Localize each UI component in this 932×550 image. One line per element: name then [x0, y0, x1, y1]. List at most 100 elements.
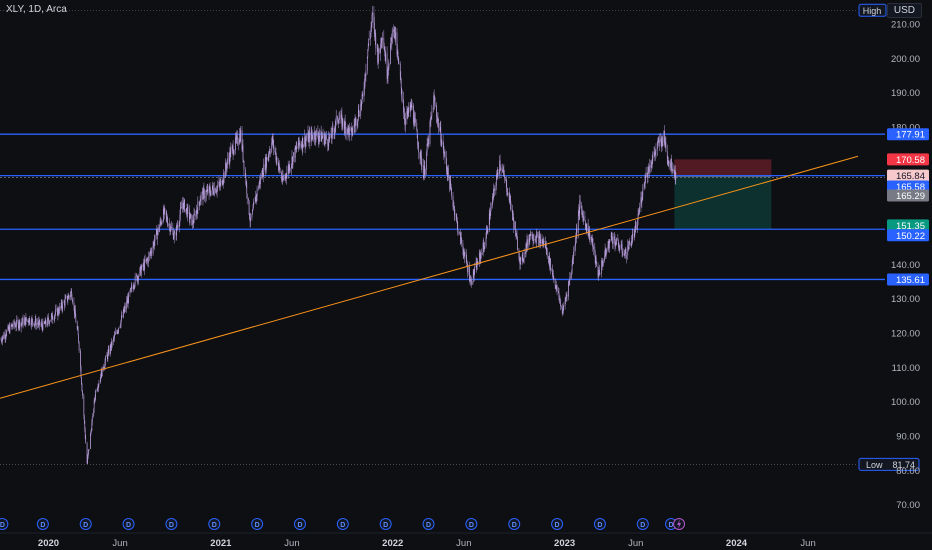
candle-body [515, 222, 516, 237]
candle-body [288, 166, 290, 171]
candle-body [199, 202, 201, 206]
dividend-marker[interactable] [551, 518, 564, 530]
candle-body [176, 225, 178, 228]
candle-body [73, 302, 75, 307]
dividend-marker[interactable] [208, 518, 221, 530]
candle-body [21, 322, 23, 324]
candle-body [216, 186, 218, 192]
dividend-marker[interactable] [593, 518, 606, 530]
candle-body [406, 110, 408, 119]
candle-body [338, 121, 339, 124]
candle-body [464, 251, 466, 255]
dividend-marker[interactable] [251, 518, 264, 530]
candle-body [119, 325, 121, 328]
candle-body [274, 148, 276, 153]
currency-button[interactable]: USD [886, 3, 922, 18]
candle-body [47, 317, 49, 319]
dividend-marker-label: D [297, 522, 302, 529]
candle-body [417, 145, 419, 148]
candle-body [460, 237, 462, 244]
candle-body [242, 145, 243, 150]
price-axis[interactable]: 70.00 80.00 90.00 100.00 110.00 120.00 130.00 1… [891, 20, 920, 512]
dividend-marker[interactable] [36, 518, 49, 530]
y-tick-label: 210.00 [891, 20, 920, 31]
candle-body [625, 249, 626, 253]
candle-body [450, 186, 452, 190]
orange-trend-line[interactable] [0, 155, 859, 399]
candle-body [238, 142, 240, 145]
candle-body [54, 315, 55, 320]
candle-body [307, 132, 309, 140]
candle-body [522, 260, 524, 262]
candle-body [126, 301, 128, 310]
candle-body [11, 324, 13, 327]
candle-body [295, 146, 297, 150]
candle-body [316, 130, 317, 132]
dividend-marker[interactable] [422, 518, 435, 530]
symbol-legend[interactable]: XLY, 1D, Arca [6, 4, 67, 15]
candle-body [609, 242, 610, 249]
price-tag-label: 135.61 [896, 275, 925, 286]
position-tool[interactable] [0, 159, 885, 230]
dividend-marker[interactable] [636, 518, 649, 530]
candle-body [393, 31, 395, 33]
time-axis[interactable]: 2020 Jun 2021 Jun 2022 Jun 2023 Jun 2024 Jun [0, 532, 932, 549]
dividend-marker[interactable] [508, 518, 521, 530]
dividend-marker[interactable] [336, 518, 349, 530]
candle-body [91, 430, 92, 432]
dividend-marker[interactable] [379, 518, 392, 530]
candle-body [414, 117, 416, 119]
candle-body [213, 188, 215, 195]
candle-body [410, 104, 411, 110]
stop-loss-zone[interactable] [674, 159, 772, 177]
candle-body [447, 167, 449, 177]
dividend-marker[interactable] [465, 518, 478, 530]
trend-line[interactable] [0, 155, 859, 399]
candle-body [664, 139, 666, 146]
candle-body [368, 38, 370, 40]
candle-body [525, 244, 527, 254]
y-tick-label: 110.00 [892, 363, 920, 374]
candle-body [639, 206, 640, 213]
candle-body [475, 262, 477, 268]
candle-body [454, 214, 456, 216]
candle-body [228, 157, 230, 159]
candle-body [198, 201, 200, 203]
candle-body [496, 172, 498, 180]
candle-body [90, 431, 92, 434]
candle-body [528, 238, 530, 247]
candle-body [308, 135, 310, 143]
candle-body [622, 253, 624, 256]
candle-body [398, 62, 400, 64]
candle-body [459, 232, 460, 233]
candle-body [608, 240, 610, 249]
candle-body [434, 98, 436, 104]
candle-body [538, 235, 540, 245]
candle-body [343, 125, 345, 129]
candle-body [236, 135, 238, 145]
candle-body [408, 109, 410, 113]
candle-body [304, 136, 306, 145]
candle-body [140, 269, 142, 276]
dividend-marker[interactable] [0, 518, 9, 530]
candle-body [486, 226, 488, 232]
dividend-marker[interactable] [79, 518, 92, 530]
horizontal-levels[interactable] [0, 133, 885, 281]
candle-body [489, 213, 491, 220]
candle-body [552, 274, 554, 276]
dividend-marker[interactable] [165, 518, 178, 530]
candle-body [526, 239, 528, 249]
candle-body [443, 144, 444, 154]
dividend-marker[interactable] [122, 518, 135, 530]
candle-body [120, 319, 122, 326]
candle-body [215, 188, 217, 193]
candle-body [470, 279, 472, 280]
candle-body [539, 235, 541, 237]
candle-body [650, 165, 652, 168]
candle-body [50, 315, 52, 320]
dividend-marker[interactable] [293, 518, 306, 530]
candle-body [571, 271, 573, 278]
candle-body [338, 119, 340, 124]
